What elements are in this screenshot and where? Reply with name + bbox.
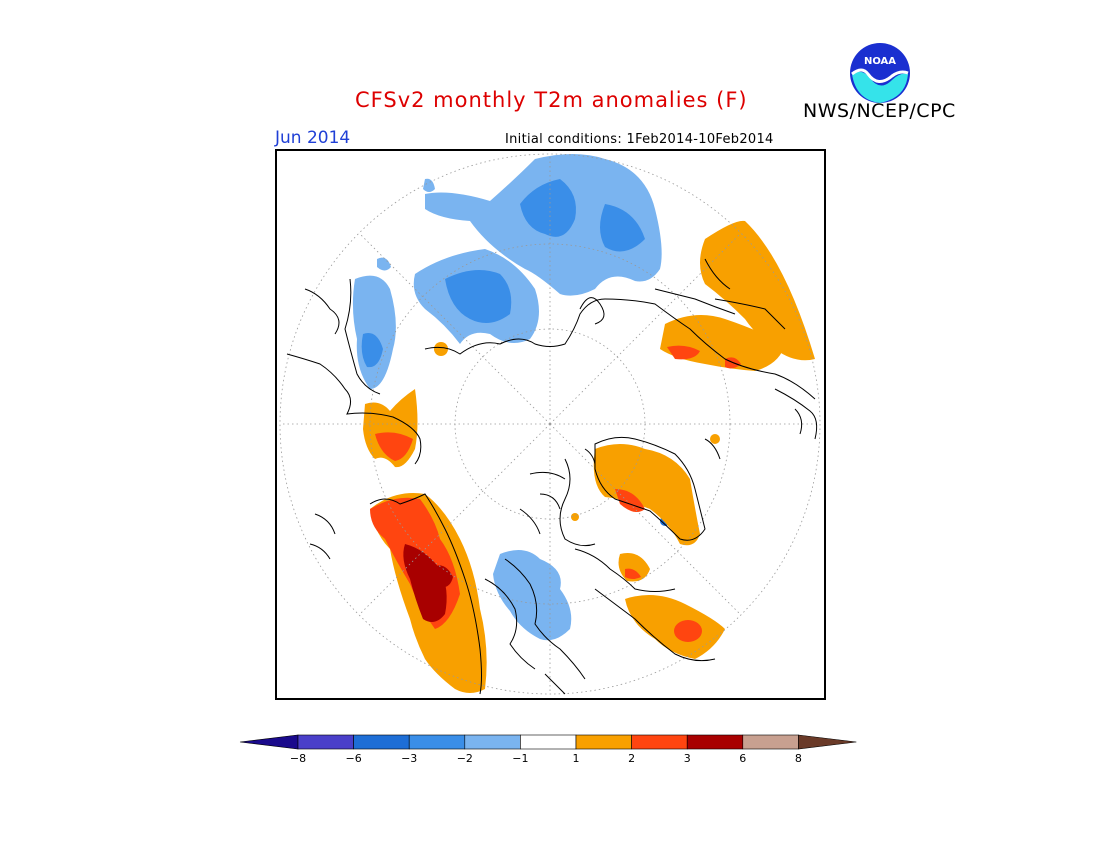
agency-label: NWS/NCEP/CPC [803, 100, 956, 122]
anomaly-west-cold-core [361, 333, 383, 368]
colorbar: −8 −6 −3 −2 −1 1 2 3 6 8 [239, 734, 857, 765]
colorbar-bin [575, 734, 632, 750]
anomaly-pacific-red-1 [667, 345, 700, 360]
anomaly-canada-warm [593, 444, 700, 546]
valid-month-label: Jun 2014 [275, 128, 351, 148]
anomaly-pacific-warm [700, 220, 815, 361]
anomaly-central-cold-core [445, 270, 512, 323]
anomaly-siberia-cold-core [520, 179, 576, 237]
colorbar-tick-label: 6 [739, 752, 746, 765]
colorbar-bin [353, 734, 410, 750]
chart-title: CFSv2 monthly T2m anomalies (F) [355, 88, 748, 112]
noaa-logo: NOAA [850, 43, 910, 103]
anomaly-small-cold-1 [377, 257, 391, 271]
colorbar-tick-label: 1 [573, 752, 580, 765]
colorbar-tick-label: 8 [795, 752, 802, 765]
anomaly-small-warm-1 [434, 342, 448, 356]
colorbar-bin-high [798, 734, 857, 750]
map-border [275, 149, 826, 700]
colorbar-tick-label: −6 [345, 752, 361, 765]
anomaly-small-warm-2 [571, 513, 579, 521]
colorbar-bin [520, 734, 577, 750]
colorbar-bin [686, 734, 744, 750]
colorbar-tick-label: 2 [628, 752, 635, 765]
graticule [279, 153, 821, 695]
colorbar-bin [631, 734, 688, 750]
colorbar-tick-label: 3 [684, 752, 691, 765]
logo-text: NOAA [864, 56, 896, 67]
anomaly-europe-red [375, 432, 413, 461]
colorbar-tick-label: −3 [401, 752, 417, 765]
colorbar-bin [297, 734, 354, 750]
anomaly-asia-darkred [403, 544, 447, 623]
anomaly-small-cold-2 [423, 178, 435, 192]
colorbar-tick-label: −1 [512, 752, 528, 765]
anomaly-siberia-cold-east [600, 204, 645, 252]
colorbar-bin [742, 734, 799, 750]
anomaly-us-red [674, 620, 702, 642]
coastlines [286, 258, 818, 695]
cold-anomaly-regions [352, 154, 670, 641]
colorbar-tick-label: −2 [457, 752, 473, 765]
colorbar-tick-label: −8 [290, 752, 306, 765]
anomaly-small-warm-3 [710, 434, 720, 444]
anomaly-atlantic-cold [493, 550, 572, 641]
anomaly-hudson-red [625, 568, 641, 579]
colorbar-bin [408, 734, 466, 750]
colorbar-bin [464, 734, 521, 750]
polar-map [275, 149, 826, 700]
anomaly-asia-darkred-2 [433, 565, 453, 588]
colorbar-bin-low [239, 734, 299, 750]
anomaly-west-cold [352, 275, 396, 389]
warm-anomaly-regions [363, 220, 815, 693]
initial-conditions-label: Initial conditions: 1Feb2014-10Feb2014 [505, 132, 774, 147]
